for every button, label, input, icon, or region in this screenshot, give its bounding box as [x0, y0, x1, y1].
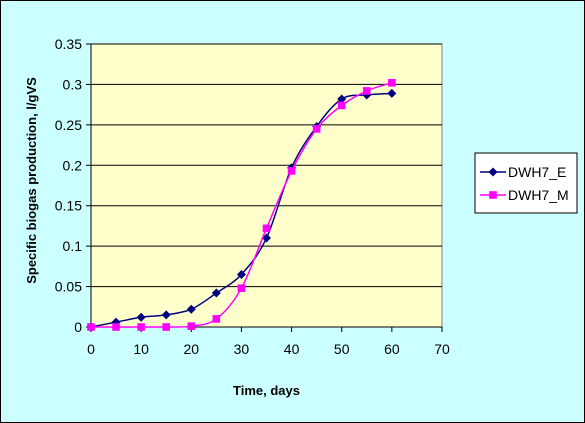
data-point: [187, 322, 196, 330]
x-tick-label: 60: [384, 341, 400, 357]
y-tick-label: 0.25: [55, 117, 82, 133]
legend: DWH7_E DWH7_M: [474, 152, 578, 214]
x-tick-label: 20: [183, 341, 199, 357]
legend-label: DWH7_M: [508, 187, 569, 203]
data-point: [136, 312, 146, 322]
data-point: [112, 323, 120, 331]
data-point: [186, 304, 196, 314]
legend-item: DWH7_E: [480, 164, 566, 180]
x-tick-label: 70: [434, 341, 450, 357]
x-tick-label: 30: [234, 341, 250, 357]
axes: 0 0.05 0.1 0.15 0.2 0.25 0.3 0.35 0 10 20 30 40 50 60 7…: [55, 36, 450, 357]
data-point: [236, 269, 246, 279]
x-tick-label: 0: [87, 341, 95, 357]
data-point: [237, 284, 246, 292]
x-tick-label: 40: [284, 341, 300, 357]
y-tick-label: 0.05: [55, 279, 82, 295]
data-point: [87, 323, 95, 331]
legend-label: DWH7_E: [508, 164, 566, 180]
data-point: [211, 288, 221, 298]
y-tick-label: 0.1: [63, 238, 83, 254]
x-axis-title: Time, days: [233, 383, 300, 398]
plot-area: [90, 43, 443, 328]
data-point: [162, 323, 171, 331]
legend-item: DWH7_M: [480, 187, 569, 203]
data-point: [262, 224, 271, 233]
series-1: [87, 79, 396, 331]
series-0: [86, 88, 397, 332]
legend-marker: [489, 191, 497, 199]
data-point: [362, 87, 371, 95]
legend-marker: [488, 167, 498, 177]
data-point: [287, 167, 296, 175]
data-point: [137, 323, 145, 331]
y-tick-label: 0.3: [63, 76, 83, 92]
data-point: [262, 233, 271, 243]
data-point: [312, 125, 321, 133]
y-tick-label: 0.35: [55, 36, 82, 52]
x-tick-label: 50: [334, 341, 350, 357]
data-point: [388, 79, 396, 87]
y-tick-label: 0: [74, 319, 82, 335]
data-point: [161, 310, 171, 320]
y-tick-label: 0.15: [55, 198, 82, 214]
data-point: [212, 315, 221, 323]
data-point: [387, 88, 397, 98]
x-tick-label: 10: [133, 341, 149, 357]
y-tick-label: 0.2: [63, 157, 83, 173]
data-point: [337, 101, 346, 110]
data-point: [337, 94, 347, 104]
series-layer: [86, 79, 397, 332]
y-axis-title: Specific biogas production, l/gVS: [24, 77, 39, 284]
legend-box: [474, 152, 578, 214]
